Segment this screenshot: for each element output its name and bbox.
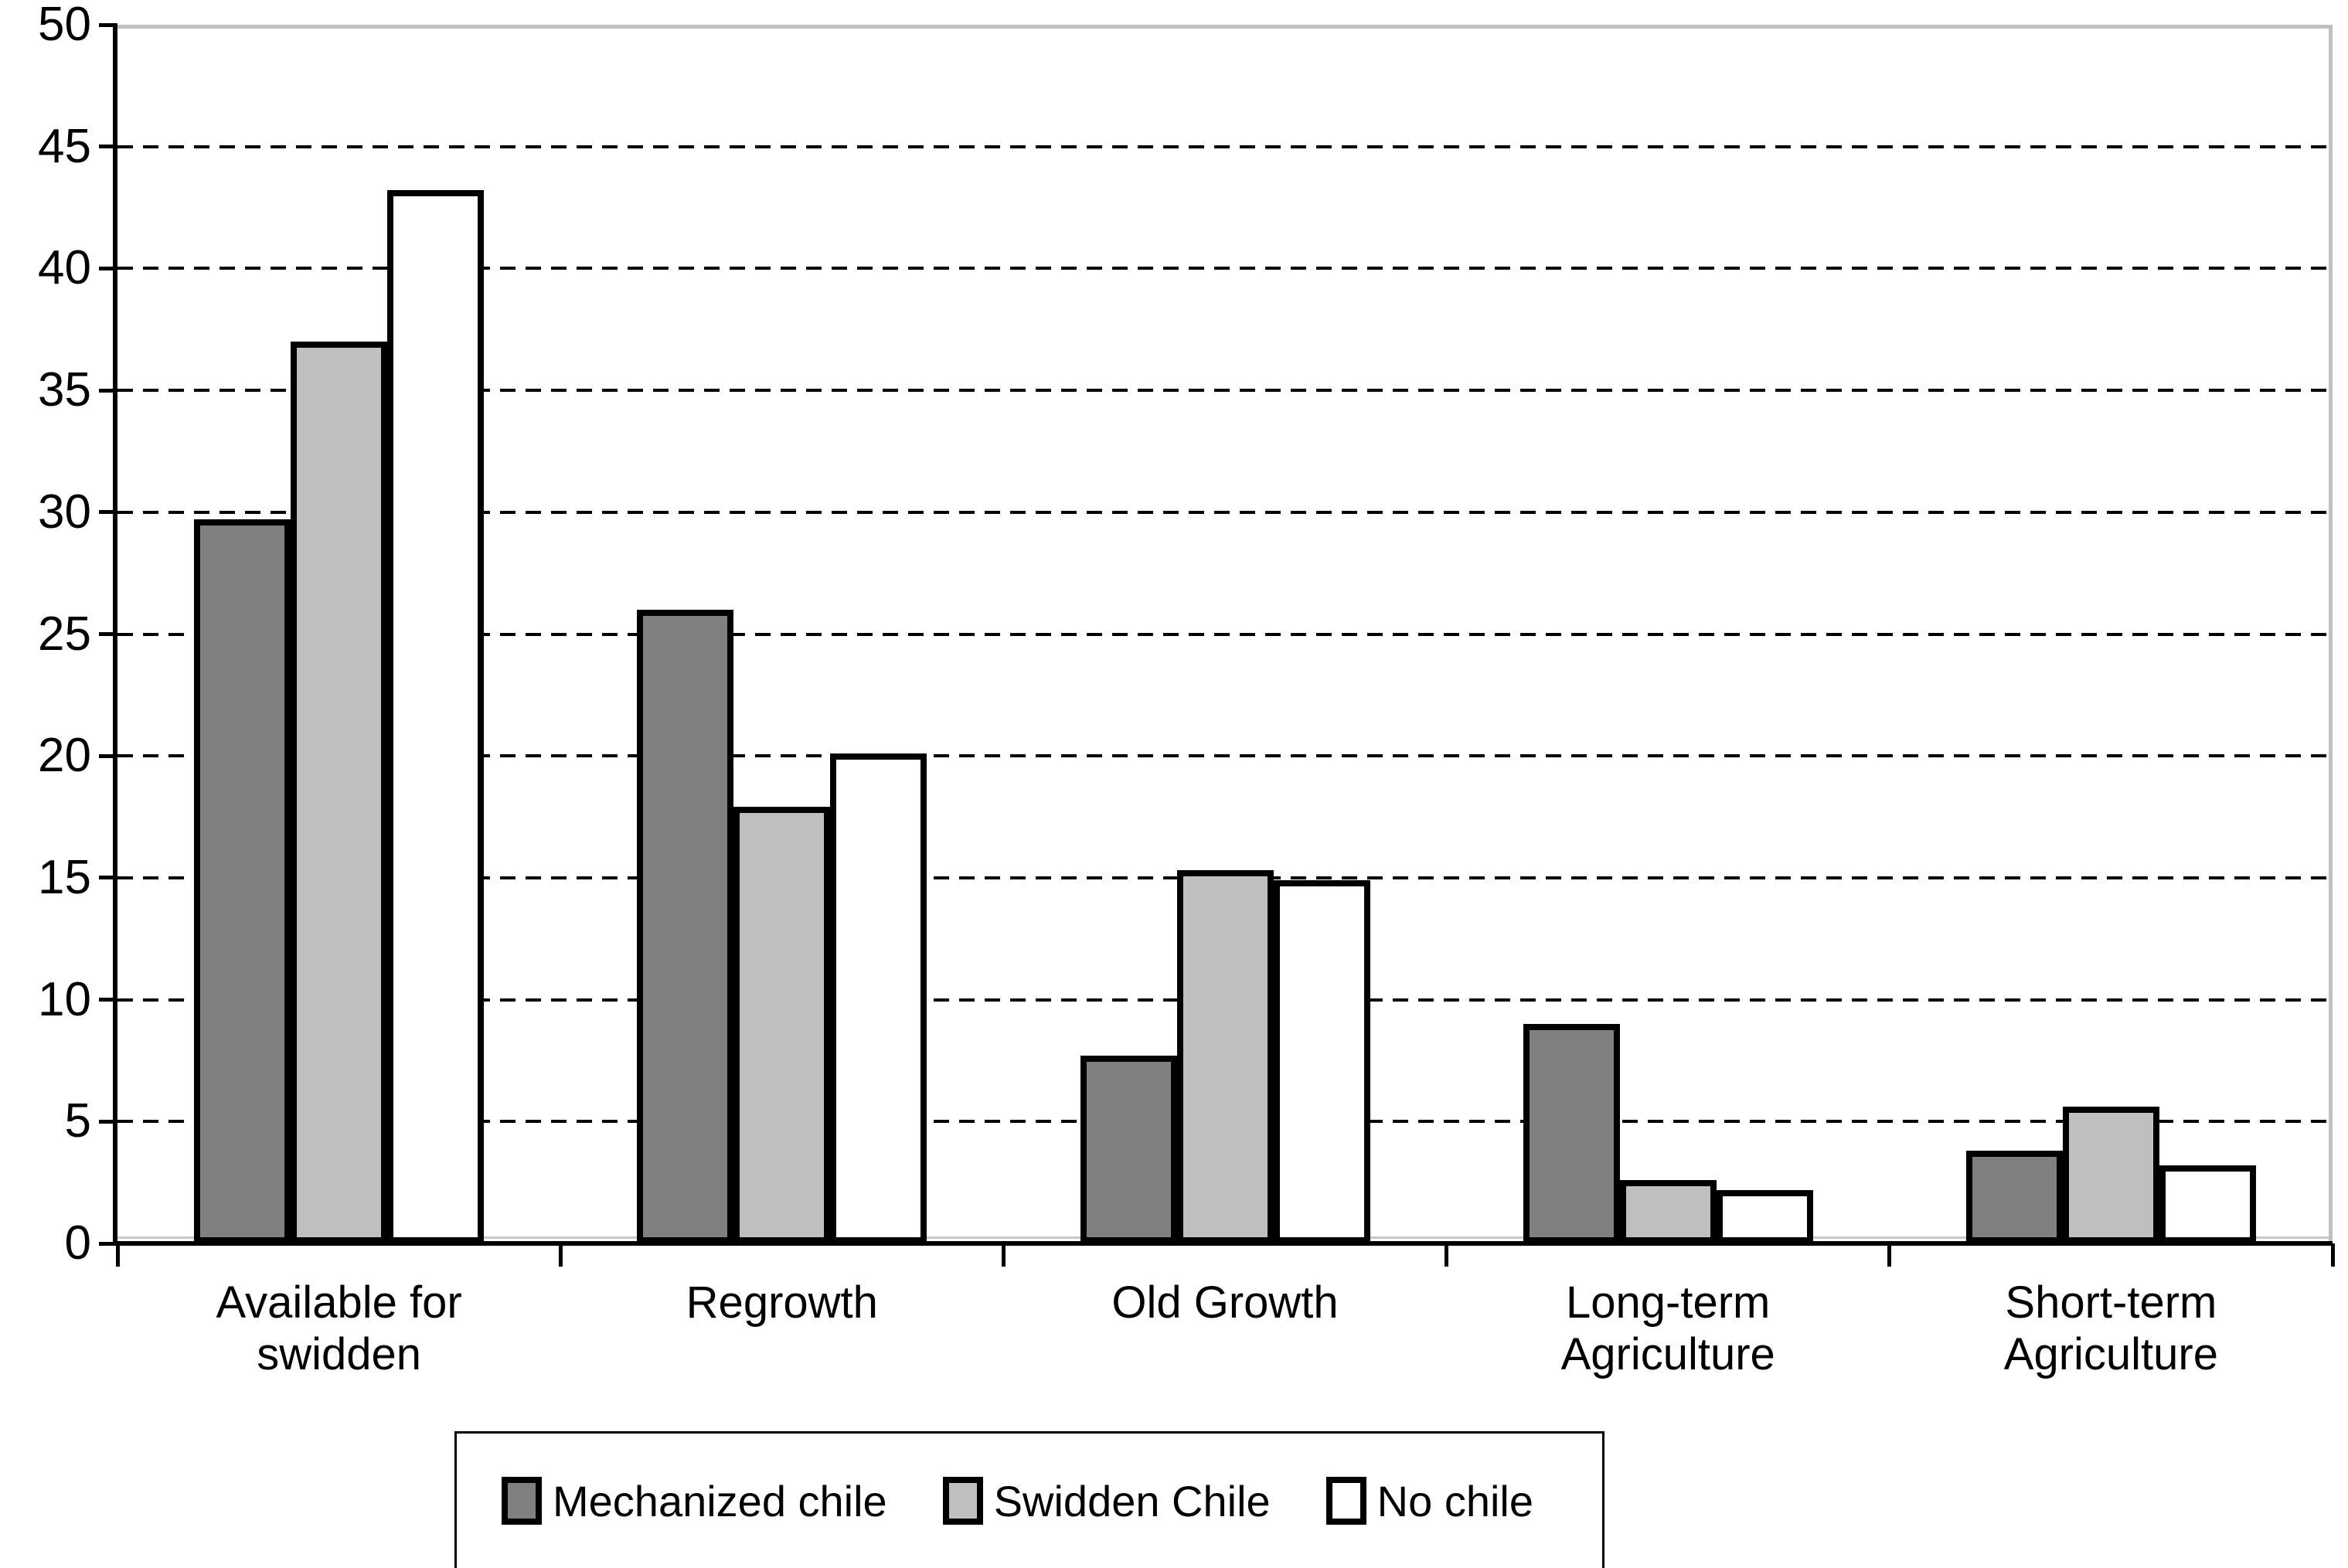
gridline-25: [117, 632, 2329, 636]
x-label-short-term-agriculture: Short-term Agriculture: [2003, 1277, 2218, 1380]
x-axis-line: [113, 1241, 2333, 1246]
bar-mechanized-chile-available-for-swidden: [194, 519, 291, 1243]
bar-swidden-chile-available-for-swidden: [291, 342, 388, 1243]
bar-swidden-chile-regrowth: [733, 807, 831, 1243]
y-tick-label-35: 35: [38, 363, 91, 417]
legend-swatch-mechanized-chile: [502, 1477, 542, 1525]
legend-box: Mechanized chile Swidden Chile No chile: [454, 1431, 1604, 1568]
x-tick-1: [558, 1243, 563, 1267]
legend-label-swidden-chile: Swidden Chile: [993, 1476, 1271, 1525]
legend-swatch-no-chile: [1325, 1477, 1366, 1525]
y-tick-label-25: 25: [38, 607, 91, 661]
legend-item-swidden-chile: Swidden Chile: [942, 1476, 1271, 1526]
y-tick-label-30: 30: [38, 485, 91, 539]
legend-item-mechanized-chile: Mechanized chile: [502, 1476, 887, 1526]
y-tick-label-15: 15: [38, 850, 91, 904]
bar-mechanized-chile-short-term-agriculture: [1965, 1151, 2063, 1243]
x-tick-3: [1445, 1243, 1449, 1267]
plot-area-top-border: [117, 25, 2333, 29]
gridline-45: [117, 145, 2329, 148]
x-tick-0: [115, 1243, 120, 1267]
bar-no-chile-regrowth: [830, 753, 927, 1243]
y-tick-0: [99, 1241, 117, 1246]
y-tick-15: [99, 876, 117, 880]
bar-mechanized-chile-regrowth: [637, 610, 734, 1243]
plot-area-right-border: [2329, 25, 2333, 1243]
y-tick-45: [99, 145, 117, 149]
legend-label-mechanized-chile: Mechanized chile: [553, 1476, 887, 1525]
x-label-long-term-agriculture: Long-term Agriculture: [1560, 1277, 1775, 1380]
bar-no-chile-old-growth: [1273, 880, 1370, 1243]
legend-label-no-chile: No chile: [1376, 1476, 1533, 1525]
x-label-available-for-swidden: Available for swidden: [216, 1277, 462, 1380]
y-tick-25: [99, 632, 117, 636]
y-tick-label-40: 40: [38, 241, 91, 295]
bar-no-chile-available-for-swidden: [387, 190, 485, 1243]
y-tick-label-20: 20: [38, 729, 91, 783]
bar-no-chile-short-term-agriculture: [2159, 1165, 2256, 1243]
y-tick-5: [99, 1119, 117, 1124]
y-tick-label-0: 0: [64, 1216, 91, 1270]
y-tick-30: [99, 510, 117, 515]
bar-swidden-chile-long-term-agriculture: [1619, 1180, 1717, 1243]
x-label-old-growth: Old Growth: [1111, 1277, 1339, 1328]
gridline-20: [117, 754, 2329, 758]
x-tick-2: [1001, 1243, 1006, 1267]
x-tick-4: [1887, 1243, 1892, 1267]
x-tick-5: [2330, 1243, 2335, 1267]
y-tick-10: [99, 998, 117, 1002]
y-tick-label-50: 50: [38, 0, 91, 51]
x-label-regrowth: Regrowth: [686, 1277, 878, 1328]
gridline-35: [117, 389, 2329, 393]
bar-swidden-chile-short-term-agriculture: [2062, 1107, 2159, 1243]
gridline-30: [117, 510, 2329, 514]
bar-mechanized-chile-old-growth: [1080, 1056, 1177, 1243]
legend-item-no-chile: No chile: [1325, 1476, 1533, 1526]
y-tick-label-10: 10: [38, 972, 91, 1026]
y-tick-label-5: 5: [64, 1094, 91, 1148]
y-tick-label-45: 45: [38, 119, 91, 173]
bar-no-chile-long-term-agriculture: [1716, 1190, 1813, 1243]
legend-swatch-swidden-chile: [942, 1477, 983, 1525]
gridline-40: [117, 267, 2329, 270]
y-tick-35: [99, 388, 117, 393]
y-tick-50: [99, 22, 117, 27]
y-tick-20: [99, 753, 117, 758]
y-tick-40: [99, 266, 117, 270]
bar-mechanized-chile-long-term-agriculture: [1523, 1024, 1620, 1243]
bar-swidden-chile-old-growth: [1176, 870, 1274, 1243]
